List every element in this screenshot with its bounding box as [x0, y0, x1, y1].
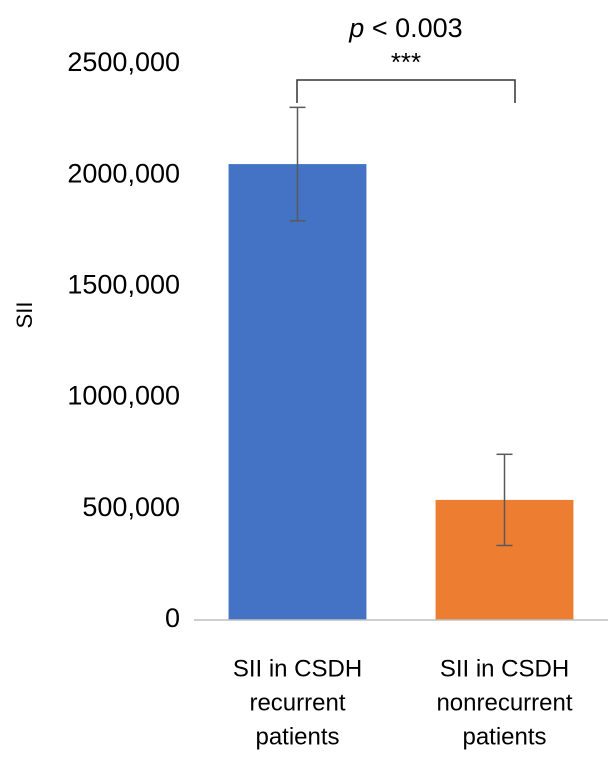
bar	[228, 164, 367, 620]
x-tick-label: patients	[462, 723, 546, 750]
p-text: < 0.003	[372, 13, 463, 43]
y-tick-label: 1500,000	[67, 270, 180, 300]
p-value: p < 0.003	[348, 13, 462, 43]
x-tick-label: patients	[255, 723, 339, 750]
y-tick-label: 500,000	[82, 492, 180, 522]
y-tick-label: 0	[165, 603, 180, 633]
y-tick-label: 2500,000	[67, 47, 180, 77]
x-tick-label: SII in CSDH	[440, 655, 569, 682]
y-axis-label: SII	[12, 302, 37, 329]
stars: ***	[391, 47, 421, 77]
x-tick-label: SII in CSDH	[233, 655, 362, 682]
x-tick-label: recurrent	[249, 689, 345, 716]
y-tick-label: 2000,000	[67, 158, 180, 188]
x-tick-label: nonrecurrent	[436, 689, 572, 716]
y-tick-label: 1000,000	[67, 381, 180, 411]
significance-bracket	[296, 79, 516, 103]
p-symbol: p	[348, 13, 364, 43]
